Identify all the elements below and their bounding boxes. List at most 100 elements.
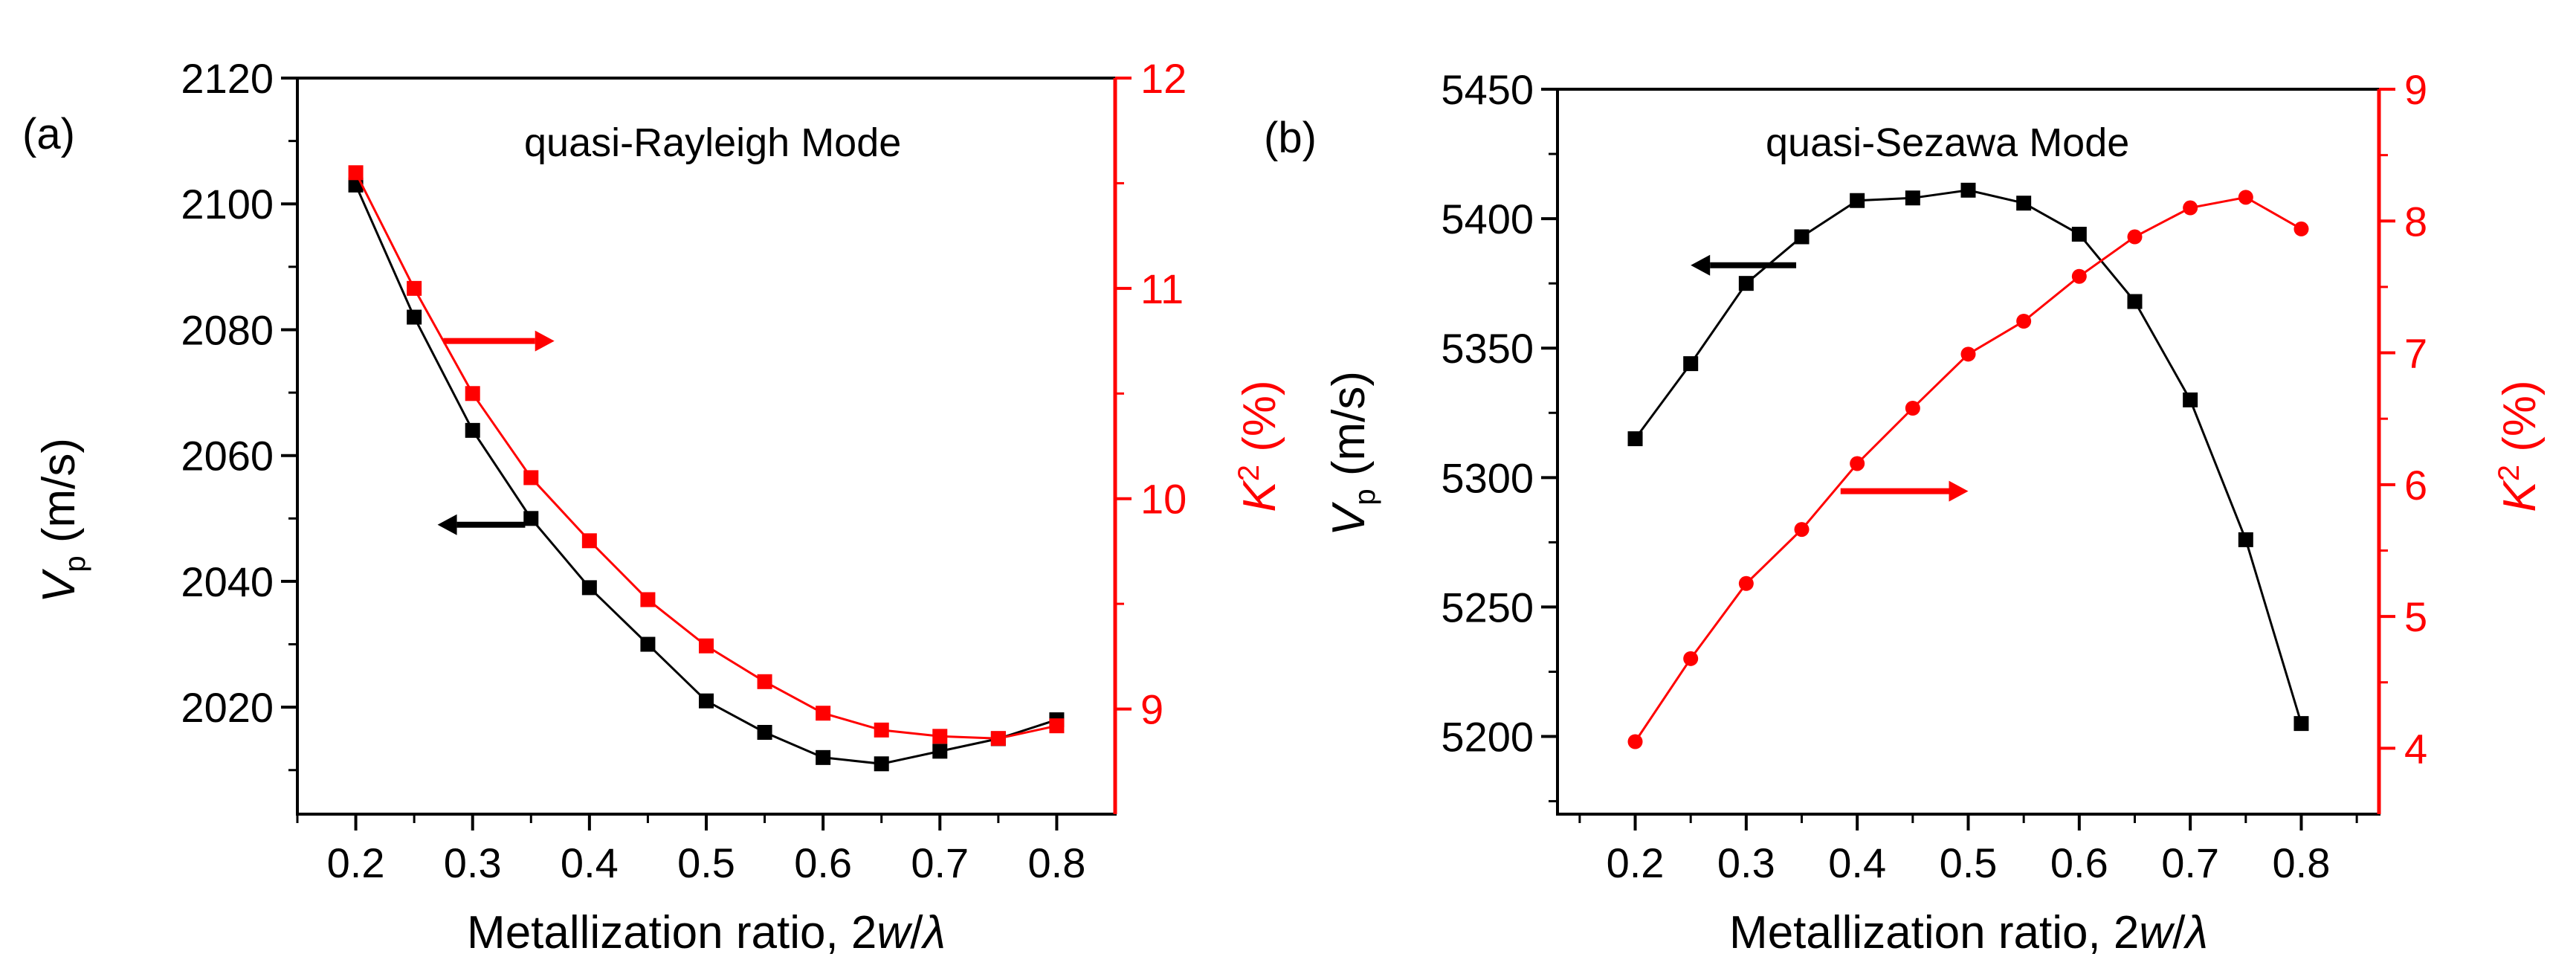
y-left-tick-label: 2060 (181, 433, 274, 480)
series-line-vp-b (1634, 189, 2302, 724)
data-point-k2 (1738, 575, 1754, 591)
data-point-vp (1683, 356, 1699, 372)
y-right-tick-label: 6 (2404, 462, 2427, 509)
ylabel-left-b: Vp (m/s) (1323, 371, 1381, 536)
data-point-vp (1738, 276, 1754, 291)
data-point-k2 (1850, 456, 1865, 471)
series-line-k2-a (355, 172, 1057, 740)
data-point-k2 (2183, 200, 2198, 216)
xlabel-b-prefix: Metallization ratio, 2 (1729, 907, 2139, 958)
data-point-k2 (523, 470, 539, 486)
y-left-tick-label: 2100 (181, 181, 274, 228)
data-point-k2 (1794, 522, 1810, 538)
xlabel-a: Metallization ratio, 2w/λ (467, 907, 946, 958)
data-point-k2 (816, 706, 831, 721)
xlabel-b-sym: λ (2183, 907, 2208, 958)
y-left-tick-label: 5200 (1441, 714, 1534, 761)
ylabel-right-a-var: K (1234, 480, 1285, 512)
x-tick-label: 0.3 (1717, 839, 1775, 886)
data-point-k2 (874, 722, 889, 738)
annotation-b: quasi-Sezawa Mode (1766, 120, 2129, 165)
arrow-head-right (1949, 480, 1969, 502)
xlabel-a-slash: / (910, 907, 923, 958)
data-point-k2 (2016, 314, 2032, 329)
data-point-k2 (932, 729, 948, 744)
data-point-k2 (990, 731, 1006, 746)
y-left-tick-label: 5450 (1441, 66, 1534, 113)
xlabel-a-sym: λ (920, 907, 946, 958)
x-tick-label: 0.8 (2273, 839, 2331, 886)
y-right-tick-label: 5 (2404, 593, 2427, 640)
data-point-k2 (2293, 221, 2309, 236)
y-left-tick-label: 5400 (1441, 196, 1534, 242)
data-point-vp (2127, 294, 2143, 309)
y-left-tick-label: 2120 (181, 55, 274, 102)
x-tick-label: 0.2 (327, 839, 385, 886)
y-right-tick-label: 11 (1140, 265, 1184, 312)
annotation-a: quasi-Rayleigh Mode (524, 120, 901, 165)
ylabel-left-a-var: V (33, 568, 85, 603)
ylabel-left-a-sub: p (59, 555, 91, 572)
data-point-vp (816, 749, 831, 765)
xlabel-a-var: w (877, 907, 913, 958)
data-point-k2 (1049, 718, 1065, 734)
y-left-tick-label: 2040 (181, 558, 274, 605)
data-point-vp (407, 309, 422, 325)
panel-label-b: (b) (1264, 114, 1317, 162)
data-point-k2 (1960, 346, 1976, 362)
data-point-vp (1850, 193, 1865, 208)
ylabel-left-a-unit: (m/s) (33, 438, 85, 555)
arrow-head-left (1691, 254, 1711, 276)
ylabel-left-b-sub: p (1349, 488, 1381, 505)
data-point-k2 (2238, 190, 2253, 205)
data-point-k2 (1683, 651, 1699, 666)
y-left-tick-label: 2020 (181, 684, 274, 731)
data-point-k2 (640, 592, 656, 607)
x-tick-label: 0.4 (1828, 839, 1886, 886)
data-point-vp (581, 580, 597, 596)
panel-b: (b) quasi-Sezawa Mode Vp (m/s) K2 (%) Me… (1264, 66, 2546, 958)
ylabel-left-a: Vp (m/s) (33, 438, 91, 603)
ylabel-left-b-var: V (1323, 501, 1375, 536)
data-point-vp (932, 744, 948, 759)
x-tick-label: 0.8 (1027, 839, 1085, 886)
y-right-tick-label: 9 (1140, 686, 1163, 733)
data-point-k2 (1905, 401, 1920, 416)
data-point-vp (2071, 227, 2087, 242)
ylabel-right-a-unit: (%) (1234, 380, 1285, 465)
x-tick-label: 0.2 (1607, 839, 1665, 886)
y-right-tick-label: 7 (2404, 330, 2427, 377)
x-tick-label: 0.5 (1940, 839, 1998, 886)
ylabel-right-a: K2 (%) (1233, 380, 1285, 512)
data-point-vp (1794, 229, 1810, 245)
panel-a: (a) quasi-Rayleigh Mode Vp (m/s) K2 (%) … (22, 55, 1285, 958)
x-tick-label: 0.4 (561, 839, 619, 886)
y-left-tick-label: 5300 (1441, 454, 1534, 501)
ylabel-right-b-sup: 2 (2493, 465, 2525, 481)
x-tick-label: 0.5 (677, 839, 735, 886)
data-point-k2 (2127, 229, 2143, 245)
data-point-k2 (699, 638, 714, 654)
y-right-tick-label: 12 (1140, 55, 1187, 102)
data-point-k2 (348, 165, 364, 181)
data-point-vp (640, 636, 656, 652)
ylabel-left-b-unit: (m/s) (1323, 371, 1375, 488)
y-right-tick-label: 9 (2404, 66, 2427, 113)
xlabel-b-var: w (2139, 907, 2175, 958)
data-point-vp (874, 756, 889, 772)
data-point-k2 (757, 674, 772, 689)
y-right-tick-label: 10 (1140, 476, 1187, 523)
data-point-vp (2238, 532, 2253, 547)
data-point-vp (1960, 182, 1976, 198)
arrow-head-left (437, 514, 457, 535)
series-line-k2-b (1634, 196, 2302, 743)
xlabel-b-slash: / (2172, 907, 2186, 958)
data-point-vp (2293, 716, 2309, 732)
y-right-tick-label: 8 (2404, 198, 2427, 245)
data-point-vp (2016, 196, 2032, 211)
data-point-k2 (1627, 734, 1643, 749)
ylabel-right-b-unit: (%) (2494, 380, 2546, 465)
data-point-vp (465, 422, 480, 438)
x-tick-label: 0.3 (444, 839, 502, 886)
data-point-k2 (407, 280, 422, 296)
